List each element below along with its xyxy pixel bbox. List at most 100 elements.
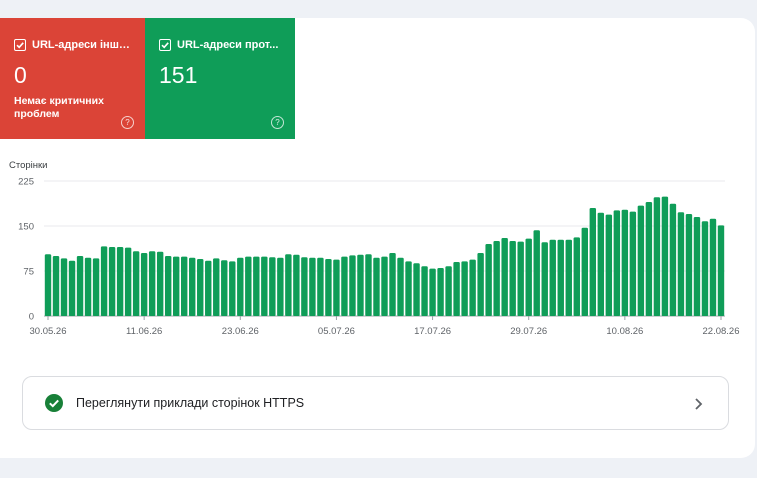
view-https-examples-row[interactable]: Переглянути приклади сторінок HTTPS	[22, 376, 729, 430]
chart-bar	[124, 247, 132, 316]
y-tick-label: 0	[29, 312, 34, 323]
chart-bar	[317, 257, 324, 316]
chart-bar	[717, 225, 725, 316]
chart-bar	[100, 246, 108, 316]
chart-bar	[229, 261, 236, 316]
chart-bar	[525, 238, 532, 316]
chart-bar	[421, 266, 428, 316]
chart-bar	[557, 239, 564, 316]
chart-bar	[517, 241, 524, 316]
x-tick-label: 29.07.26	[510, 326, 547, 337]
chart-bar	[60, 258, 68, 316]
chart-bar	[669, 203, 677, 316]
chart-bar	[253, 256, 260, 316]
chart-bar	[373, 257, 380, 316]
chart-bar	[533, 230, 540, 316]
chart-bar	[589, 208, 597, 316]
chart-bar	[397, 257, 404, 316]
chart-bar	[453, 262, 460, 316]
chart-bar	[485, 244, 492, 316]
chart-bar	[116, 247, 124, 316]
chart-bar	[493, 241, 500, 316]
check-circle-icon	[45, 394, 63, 412]
chart-bar	[261, 256, 268, 316]
chart-bar	[301, 257, 308, 316]
x-tick-label: 11.06.26	[126, 326, 162, 337]
chart-bar	[277, 257, 284, 316]
chevron-right-icon[interactable]	[692, 397, 704, 411]
chart-bar	[581, 227, 588, 316]
chart-bar	[52, 256, 60, 316]
chart-bar	[156, 251, 164, 316]
y-tick-label: 75	[23, 267, 34, 278]
chart-bar	[501, 238, 508, 316]
chart-bar	[108, 247, 116, 316]
tile-non-https-urls[interactable]: URL-адреси інші... 0 Немає критичних про…	[0, 18, 145, 139]
chart-bar	[645, 202, 653, 316]
chart-bar	[164, 256, 172, 316]
checkbox-checked-icon[interactable]	[14, 39, 26, 51]
chart-bar	[181, 256, 188, 316]
chart-bar	[549, 239, 556, 316]
chart-bar	[653, 197, 661, 316]
chart-bar	[613, 210, 621, 316]
chart-bar	[597, 212, 605, 316]
chart-bar	[357, 254, 364, 316]
tile-value: 151	[159, 62, 198, 88]
chart-bar	[605, 214, 613, 316]
chart-bar	[709, 218, 717, 316]
help-icon[interactable]: ?	[121, 116, 134, 129]
chart-bar	[573, 237, 580, 316]
chart-bar	[637, 205, 645, 316]
chart-bar	[245, 256, 252, 316]
chart-bar	[685, 214, 693, 316]
chart-bar	[541, 242, 548, 316]
chart-bar	[309, 257, 316, 316]
chart-bar	[237, 257, 244, 316]
chart-bar	[693, 217, 701, 316]
chart-bar	[405, 261, 412, 316]
x-tick-label: 30.05.26	[30, 326, 67, 337]
chart-bar	[221, 260, 228, 316]
chart-bar	[701, 221, 709, 316]
chart-bar	[140, 253, 148, 316]
chart-bar	[44, 254, 52, 316]
chart-bar	[84, 257, 92, 316]
chart-bar	[429, 268, 436, 316]
chart-bar	[389, 253, 396, 316]
chart-bar	[132, 251, 140, 316]
chart-bar	[92, 258, 100, 316]
x-tick-label: 17.07.26	[414, 326, 451, 337]
tile-https-urls[interactable]: URL-адреси прот... 151 ?	[145, 18, 295, 139]
chart-bar	[172, 256, 180, 316]
https-report-card: URL-адреси інші... 0 Немає критичних про…	[0, 18, 755, 458]
chart-bar	[76, 256, 84, 316]
chart-bar	[461, 261, 468, 316]
view-https-examples-label: Переглянути приклади сторінок HTTPS	[76, 396, 305, 410]
x-tick-label: 10.08.26	[606, 326, 643, 337]
chart-bar	[621, 209, 629, 316]
chart-bar	[477, 253, 484, 316]
chart-bar	[285, 254, 292, 316]
chart-bar	[413, 263, 420, 316]
tile-subtitle: Немає критичних проблем	[14, 95, 104, 120]
chart-bar	[365, 254, 372, 316]
pages-bar-chart: 0 75 150 225 30.05.26 11.06.26 23.06.26 05.07.2…	[18, 177, 739, 338]
x-tick-label: 05.07.26	[318, 326, 355, 337]
chart-bar	[148, 251, 156, 316]
chart-bar	[189, 257, 196, 316]
chart-bar	[349, 255, 356, 316]
chart-y-axis-label: Сторінки	[9, 160, 48, 171]
chart-bar	[341, 256, 348, 316]
chart-bar	[445, 266, 452, 316]
chart-bar	[381, 256, 388, 316]
help-icon[interactable]: ?	[271, 116, 284, 129]
tile-value: 0	[14, 62, 27, 88]
checkbox-checked-icon[interactable]	[159, 39, 171, 51]
chart-bar	[269, 257, 276, 316]
chart-bar	[213, 258, 220, 316]
x-tick-label: 23.06.26	[222, 326, 259, 337]
chart-bar	[197, 259, 204, 316]
chart-bar	[437, 268, 444, 316]
chart-bar	[661, 196, 669, 316]
